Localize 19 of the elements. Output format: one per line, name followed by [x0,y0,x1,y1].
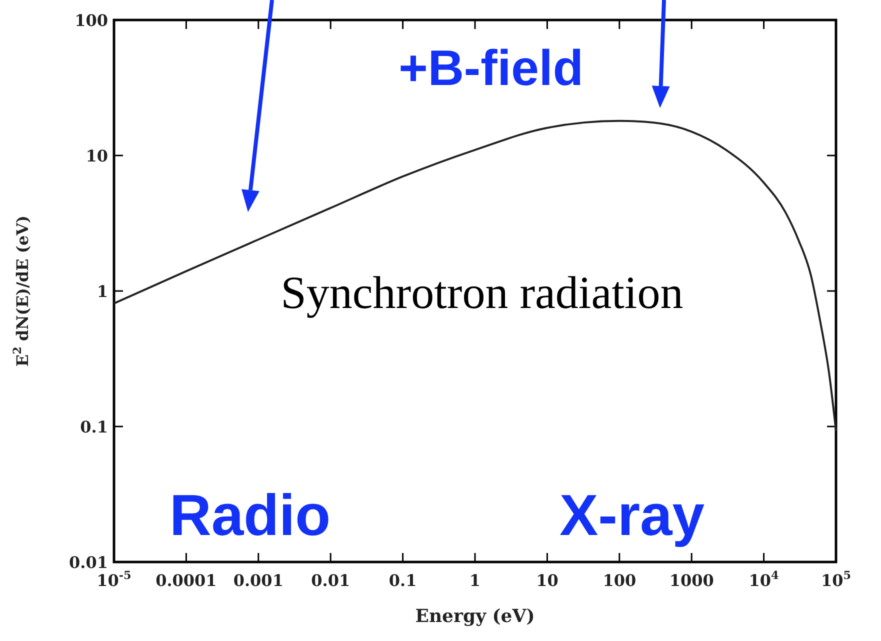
x-tick-label: 10$^{4}$ [748,568,780,590]
y-tick-label: 0.1 [80,418,108,436]
x-tick-label: 0.1 [388,571,417,590]
x-tick-label: 1 [469,571,481,590]
x-tick-label: 10$^{5}$ [820,568,852,590]
x-tick-label: 100 [602,571,636,590]
y-tick-label: 1 [96,282,108,301]
y-tick-label: 100 [74,11,108,30]
annotation: X-ray [559,483,705,548]
x-tick-label: 10 [536,571,558,590]
x-axis-title: Energy (eV) [415,606,535,627]
annotation: Synchrotron radiation [280,267,684,318]
x-tick-label: 1000 [669,571,714,590]
x-tick-label: 0.0001 [156,571,217,590]
annotation: +B-field [398,40,584,96]
x-tick-label: 0.01 [311,571,350,590]
y-tick-label: 10 [86,146,108,166]
x-tick-label: 0.001 [233,571,284,590]
annotation: Radio [169,483,331,548]
